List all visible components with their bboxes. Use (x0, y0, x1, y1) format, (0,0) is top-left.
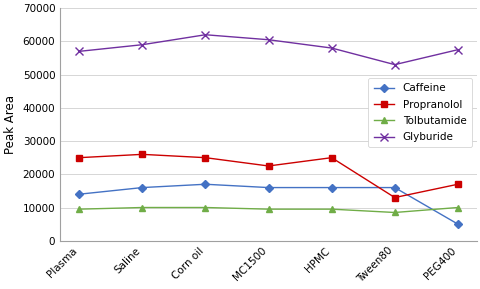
Propranolol (202, 156, 208, 160)
Tolbutamide (76, 208, 82, 211)
Line: Glyburide: Glyburide (75, 31, 461, 69)
Propranolol (391, 196, 397, 199)
Glyburide (454, 48, 460, 51)
Caffeine (454, 222, 460, 226)
Tolbutamide (139, 206, 145, 209)
Line: Tolbutamide: Tolbutamide (76, 205, 460, 215)
Caffeine (139, 186, 145, 189)
Caffeine (76, 192, 82, 196)
Legend: Caffeine, Propranolol, Tolbutamide, Glyburide: Caffeine, Propranolol, Tolbutamide, Glyb… (368, 78, 471, 147)
Tolbutamide (391, 211, 397, 214)
Propranolol (76, 156, 82, 160)
Glyburide (76, 50, 82, 53)
Propranolol (265, 164, 271, 168)
Caffeine (265, 186, 271, 189)
Caffeine (328, 186, 334, 189)
Tolbutamide (454, 206, 460, 209)
Glyburide (265, 38, 271, 41)
Caffeine (202, 183, 208, 186)
Glyburide (202, 33, 208, 36)
Caffeine (391, 186, 397, 189)
Propranolol (328, 156, 334, 160)
Propranolol (454, 183, 460, 186)
Glyburide (328, 46, 334, 50)
Glyburide (391, 63, 397, 66)
Y-axis label: Peak Area: Peak Area (4, 95, 17, 154)
Line: Propranolol: Propranolol (76, 151, 460, 200)
Glyburide (139, 43, 145, 47)
Tolbutamide (328, 208, 334, 211)
Propranolol (139, 153, 145, 156)
Line: Caffeine: Caffeine (76, 181, 460, 227)
Tolbutamide (265, 208, 271, 211)
Tolbutamide (202, 206, 208, 209)
